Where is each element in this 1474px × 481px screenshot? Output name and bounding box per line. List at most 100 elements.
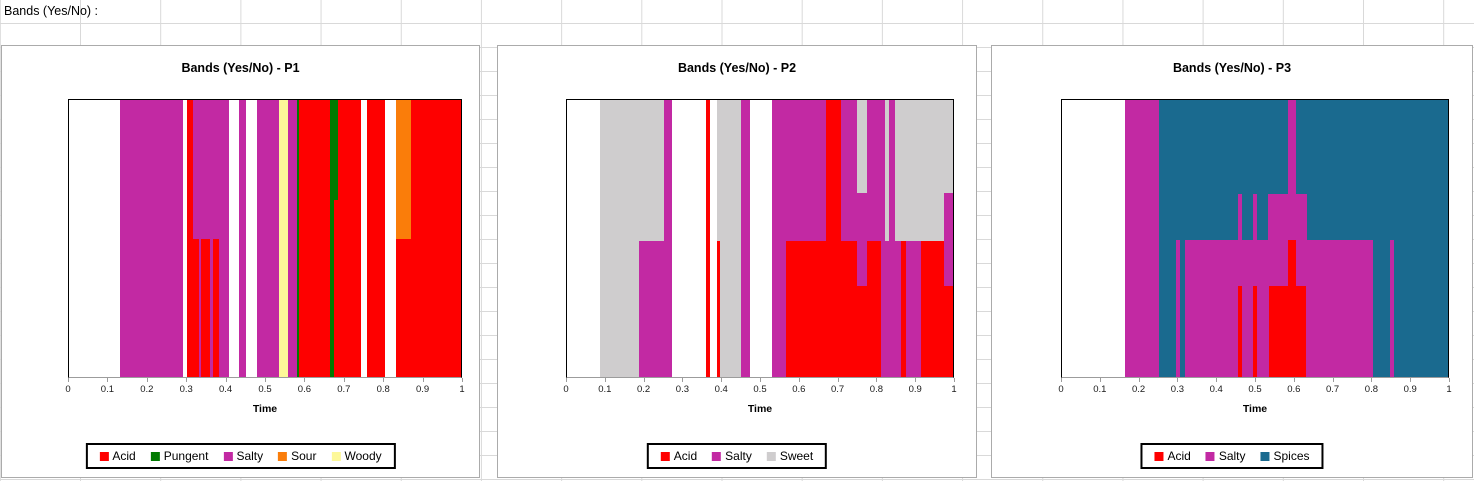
legend: Acid Pungent Salty Sour Woody (85, 443, 396, 469)
band-sweet (943, 100, 953, 193)
band-acid (333, 199, 338, 377)
x-tick-label: 0.4 (714, 384, 728, 395)
band-acid (1238, 286, 1243, 377)
x-tick (186, 378, 188, 382)
x-tick (1449, 378, 1450, 382)
x-tick (1177, 378, 1179, 382)
x-tick-label: 0.9 (908, 384, 922, 395)
x-tick (1138, 378, 1140, 382)
x-tick (643, 378, 645, 382)
x-tick (462, 378, 463, 382)
x-tick (876, 378, 878, 382)
band-salty (638, 241, 664, 377)
x-axis-title: Time (252, 403, 278, 415)
x-tick (225, 378, 227, 382)
band-salty (741, 100, 750, 377)
band-salty (881, 241, 902, 377)
band-salty (193, 100, 229, 377)
x-axis-title: Time (747, 403, 773, 415)
x-tick (1216, 378, 1218, 382)
chart-title: Bands (Yes/No) - P3 (1172, 61, 1292, 75)
legend-item-salty: Salty (223, 449, 263, 463)
x-tick (304, 378, 306, 382)
band-acid (901, 241, 906, 377)
band-sweet (895, 100, 944, 242)
band-sweet (717, 100, 742, 377)
x-tick (1410, 378, 1412, 382)
chart-panel-p1[interactable]: Bands (Yes/No) - P1 0 0.1 0.2 0.3 0.4 0.5 0.6 0… (1, 45, 480, 478)
x-tick-label: 0.5 (1248, 384, 1262, 395)
x-tick (107, 378, 109, 382)
x-tick-label: 0.7 (337, 384, 351, 395)
legend-label: Pungent (163, 449, 209, 463)
x-tick-label: 1 (951, 384, 957, 395)
legend-item-acid: Acid (1154, 449, 1191, 463)
band-salty (1252, 194, 1258, 240)
legend-label: Salty (236, 449, 264, 463)
x-tick-label: 0.2 (636, 384, 651, 395)
x-tick (1061, 378, 1062, 382)
band-acid (920, 241, 944, 377)
band-acid (411, 100, 461, 377)
x-tick-label: 0.6 (792, 384, 806, 395)
x-tick (954, 378, 955, 382)
band-pungent (330, 199, 334, 377)
band-salty (1124, 100, 1160, 377)
legend-label: Salty (1218, 449, 1246, 463)
x-tick-label: 0.7 (830, 384, 845, 395)
x-axis-ticks: 0 0.1 0.2 0.3 0.4 0.5 0.6 0.7 0.8 0.9 1 (65, 378, 465, 395)
x-tick-label: 0.3 (1170, 384, 1184, 395)
band-acid (201, 238, 211, 377)
band-salty (1238, 194, 1243, 240)
plot-area[interactable] (68, 99, 462, 378)
x-tick (721, 378, 723, 382)
plot-area[interactable] (1061, 99, 1449, 378)
band-salty (1175, 239, 1181, 377)
x-tick-label: 0 (65, 384, 71, 395)
chart-title: Bands (Yes/No) - P1 (181, 61, 300, 75)
chart-panel-p2[interactable]: Bands (Yes/No) - P2 0 0.1 0.2 0.3 0.4 0.5 0.6 0… (497, 45, 977, 478)
x-tick (146, 378, 148, 382)
x-tick (1293, 378, 1295, 382)
sheet-cell-label[interactable]: Bands (Yes/No) : (4, 4, 99, 18)
legend-swatch-pungent (150, 451, 160, 461)
band-acid (337, 100, 361, 377)
x-tick-label: 0.1 (100, 384, 114, 395)
band-acid (1252, 286, 1257, 377)
x-tick-label: 0.8 (376, 384, 390, 395)
band-salty (1287, 100, 1296, 195)
legend-item-salty: Salty (1205, 449, 1246, 463)
band-sweet (884, 100, 889, 242)
x-tick (343, 378, 345, 382)
plot-area[interactable] (566, 99, 954, 378)
legend-item-spices: Spices (1260, 449, 1310, 463)
band-acid (366, 100, 385, 377)
band-salty (1268, 194, 1308, 240)
x-tick (265, 378, 266, 382)
band-acid (866, 241, 882, 377)
x-tick-label: 0.9 (415, 384, 430, 395)
band-acid (717, 241, 721, 377)
legend-swatch-acid (660, 451, 670, 461)
x-tick (604, 378, 606, 382)
band-salty (287, 100, 297, 377)
band-salty (856, 192, 867, 286)
x-axis-ticks: 0 0.1 0.2 0.3 0.4 0.5 0.6 0.7 0.8 0.9 1 (1058, 378, 1452, 395)
band-acid (1268, 286, 1307, 377)
x-tick (1371, 378, 1373, 382)
band-pungent (296, 100, 300, 377)
legend-swatch-salty (712, 451, 722, 461)
x-tick (1255, 378, 1256, 382)
x-tick-label: 0.2 (140, 384, 154, 395)
x-axis-title: Time (1242, 403, 1268, 415)
legend-item-acid: Acid (660, 449, 697, 463)
x-tick-label: 1 (459, 384, 465, 395)
legend-swatch-acid (1154, 451, 1164, 461)
band-sour (395, 100, 412, 239)
chart-panel-p3[interactable]: Bands (Yes/No) - P3 0 0.1 0.2 0.3 0.4 0.5 0.6 0… (991, 45, 1473, 478)
legend-label: Spices (1273, 449, 1310, 463)
band-salty (840, 100, 857, 242)
x-tick (422, 378, 424, 382)
legend: Acid Salty Spices (1140, 443, 1324, 469)
chart-title: Bands (Yes/No) - P2 (677, 61, 797, 75)
